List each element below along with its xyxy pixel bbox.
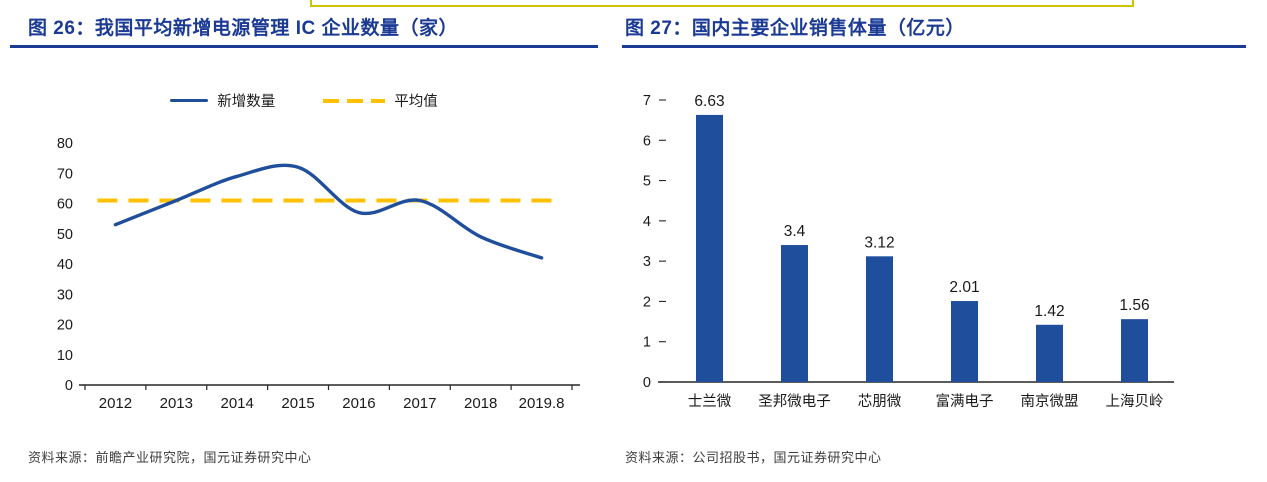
bar-4: [1036, 324, 1063, 382]
y-tick-label: 70: [57, 166, 73, 182]
x-tick-label: 2019.8: [519, 395, 565, 412]
bar-value-label: 3.12: [864, 234, 894, 251]
bar-5: [1121, 319, 1148, 382]
bar-category-label: 芯朋微: [858, 393, 902, 410]
bar-value-label: 2.01: [949, 279, 979, 296]
bar-value-label: 6.63: [694, 93, 724, 110]
bar-value-label: 3.4: [784, 223, 806, 240]
legend-item-average: 平均值: [323, 90, 438, 111]
y-tick-label: 3: [643, 254, 651, 270]
bar-3: [951, 301, 978, 382]
y-tick-label: 80: [57, 136, 73, 152]
y-tick-label: 10: [57, 348, 73, 364]
y-tick-label: 4: [643, 214, 651, 230]
y-tick-label: 5: [643, 174, 651, 190]
y-tick-label: 60: [57, 197, 73, 213]
bar-series: 6.63 士兰微 3.4 圣邦微电子 3.12 芯朋微 2.01 富满电子 1.42 南京微盟 1.…: [688, 93, 1164, 410]
legend-label-new-count: 新增数量: [217, 94, 276, 110]
bar-1: [781, 245, 808, 382]
x-tick-label: 2016: [342, 395, 375, 412]
figure-26-line-chart: 0 10 20 30 40 50 60 70 80 2012 2013 2014 2015 2016 201…: [57, 136, 580, 412]
legend-item-new-count: 新增数量: [170, 90, 275, 111]
x-tick-label: 2012: [99, 395, 132, 412]
line-chart-axes: 0 10 20 30 40 50 60 70 80 2012 2013 2014 2015 2016 201…: [57, 136, 580, 412]
figure-27-source: 资料来源：公司招股书，国元证券研究中心: [625, 450, 882, 465]
bar-category-label: 南京微盟: [1021, 393, 1079, 410]
bar-2: [866, 256, 893, 382]
y-tick-label: 2: [643, 294, 651, 310]
bar-value-label: 1.42: [1034, 303, 1064, 320]
figure-26-legend: 新增数量 平均值: [10, 90, 598, 111]
bar-value-label: 1.56: [1119, 297, 1149, 314]
y-tick-label: 0: [65, 378, 73, 394]
bar-0: [696, 114, 723, 383]
y-tick-label: 50: [57, 227, 73, 243]
solid-line-swatch-icon: [170, 98, 209, 103]
bar-chart-axes: 0 1 2 3 4 5 6 7: [643, 93, 1174, 391]
figure-26-title: 图 26：我国平均新增电源管理 IC 企业数量（家）: [10, 15, 598, 48]
y-tick-label: 7: [643, 93, 651, 109]
y-tick-label: 6: [643, 133, 651, 149]
y-tick-label: 20: [57, 318, 73, 334]
y-tick-label: 30: [57, 287, 73, 303]
x-tick-label: 2014: [221, 395, 254, 412]
y-tick-label: 1: [643, 335, 651, 351]
x-tick-label: 2013: [160, 395, 193, 412]
figure-26-source: 资料来源：前瞻产业研究院，国元证券研究中心: [28, 450, 312, 465]
figure-27-title: 图 27：国内主要企业销售体量（亿元）: [622, 15, 1246, 48]
bar-category-label: 士兰微: [688, 393, 732, 410]
x-tick-label: 2018: [464, 395, 497, 412]
y-tick-label: 40: [57, 257, 73, 273]
new-count-series-line: [113, 163, 544, 260]
x-tick-label: 2015: [281, 395, 314, 412]
dashed-line-swatch-icon: [323, 98, 386, 103]
bar-category-label: 富满电子: [936, 392, 994, 410]
y-tick-label: 0: [643, 375, 651, 391]
bar-category-label: 圣邦微电子: [758, 393, 831, 410]
legend-label-average: 平均值: [394, 94, 438, 110]
bar-category-label: 上海贝岭: [1106, 393, 1164, 410]
highlight-box-bottom-edge: [310, 0, 1134, 7]
figure-27-bar-chart: 0 1 2 3 4 5 6 7 6.63 士兰微 3.4 圣邦微电子 3.12 芯朋微 2.01 富满电子 1.…: [643, 93, 1174, 410]
x-tick-label: 2017: [403, 395, 436, 412]
